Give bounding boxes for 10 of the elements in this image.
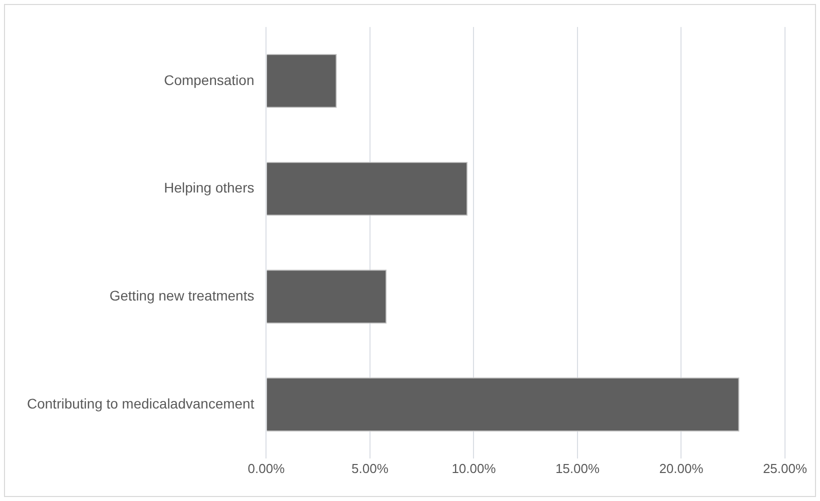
y-tick-label: Contributing to medicaladvancement xyxy=(26,395,254,412)
x-tick-label: 20.00% xyxy=(659,460,704,476)
x-tick-label: 15.00% xyxy=(555,460,600,476)
y-tick-label: Helping others xyxy=(164,180,254,196)
y-tick-label: Getting new treatments xyxy=(109,287,254,304)
x-tick-label: 0.00% xyxy=(248,460,286,476)
x-tick-label: 5.00% xyxy=(352,460,389,476)
x-tick-label: 25.00% xyxy=(762,460,808,476)
y-tick-label: Compensation xyxy=(164,72,254,88)
x-tick-label: 10.00% xyxy=(452,460,496,476)
